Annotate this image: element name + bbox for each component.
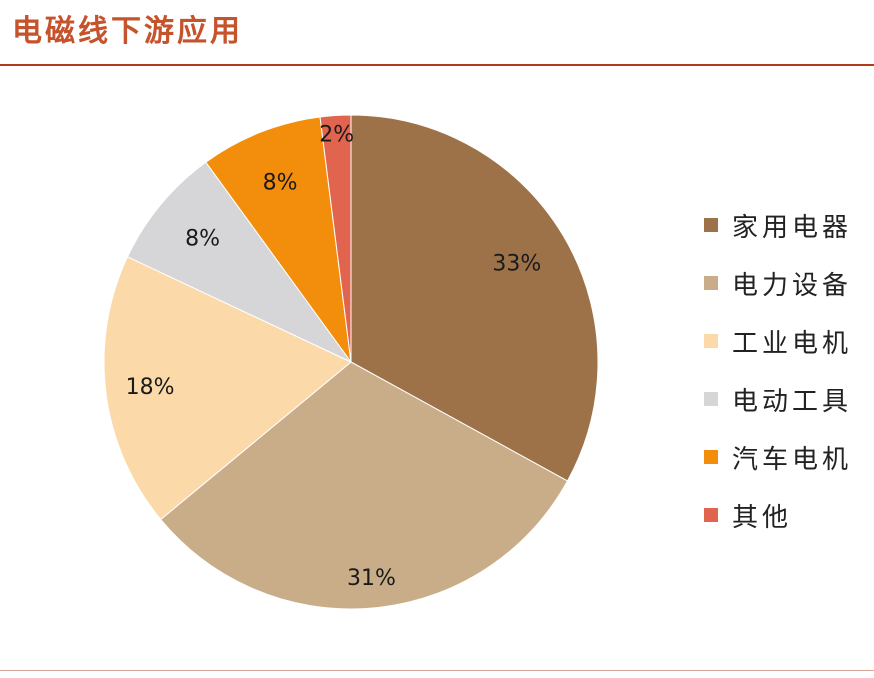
- label-power-tools: 8%: [185, 227, 220, 252]
- legend-swatch: [704, 218, 718, 232]
- page-title: 电磁线下游应用: [12, 14, 243, 49]
- legend-item-industrial-motors: 工业电机: [704, 312, 852, 370]
- slice-power-tools: [126, 161, 352, 363]
- legend-label: 电力设备: [732, 270, 853, 301]
- slice-power-equipment: [159, 361, 569, 610]
- bottom-divider: [0, 670, 874, 671]
- title-divider: [0, 64, 874, 66]
- legend-item-power-tools: 电动工具: [704, 370, 852, 428]
- legend-label: 其他: [732, 502, 793, 533]
- label-automotive-motors: 8%: [263, 170, 298, 195]
- label-industrial-motors: 18%: [126, 375, 175, 400]
- chart-legend: 家用电器 电力设备 工业电机 电动工具 汽车电机 其他: [704, 196, 852, 544]
- slice-other: [319, 114, 352, 363]
- legend-label: 家用电器: [732, 212, 853, 243]
- legend-swatch: [704, 276, 718, 290]
- slice-industrial-motors: [103, 256, 352, 521]
- label-other: 2%: [319, 123, 354, 148]
- legend-item-power-equipment: 电力设备: [704, 254, 852, 312]
- legend-item-automotive-motors: 汽车电机: [704, 428, 852, 486]
- legend-swatch: [704, 392, 718, 406]
- legend-swatch: [704, 508, 718, 522]
- legend-label: 电动工具: [732, 386, 853, 417]
- legend-label: 工业电机: [732, 328, 853, 359]
- slice-automotive-motors: [205, 116, 352, 363]
- legend-label: 汽车电机: [732, 444, 853, 475]
- legend-item-home-appliances: 家用电器: [704, 196, 852, 254]
- label-power-equipment: 31%: [347, 566, 396, 591]
- legend-item-other: 其他: [704, 486, 852, 544]
- label-home-appliances: 33%: [492, 251, 541, 276]
- legend-swatch: [704, 334, 718, 348]
- slice-home-appliances: [350, 114, 599, 482]
- legend-swatch: [704, 450, 718, 464]
